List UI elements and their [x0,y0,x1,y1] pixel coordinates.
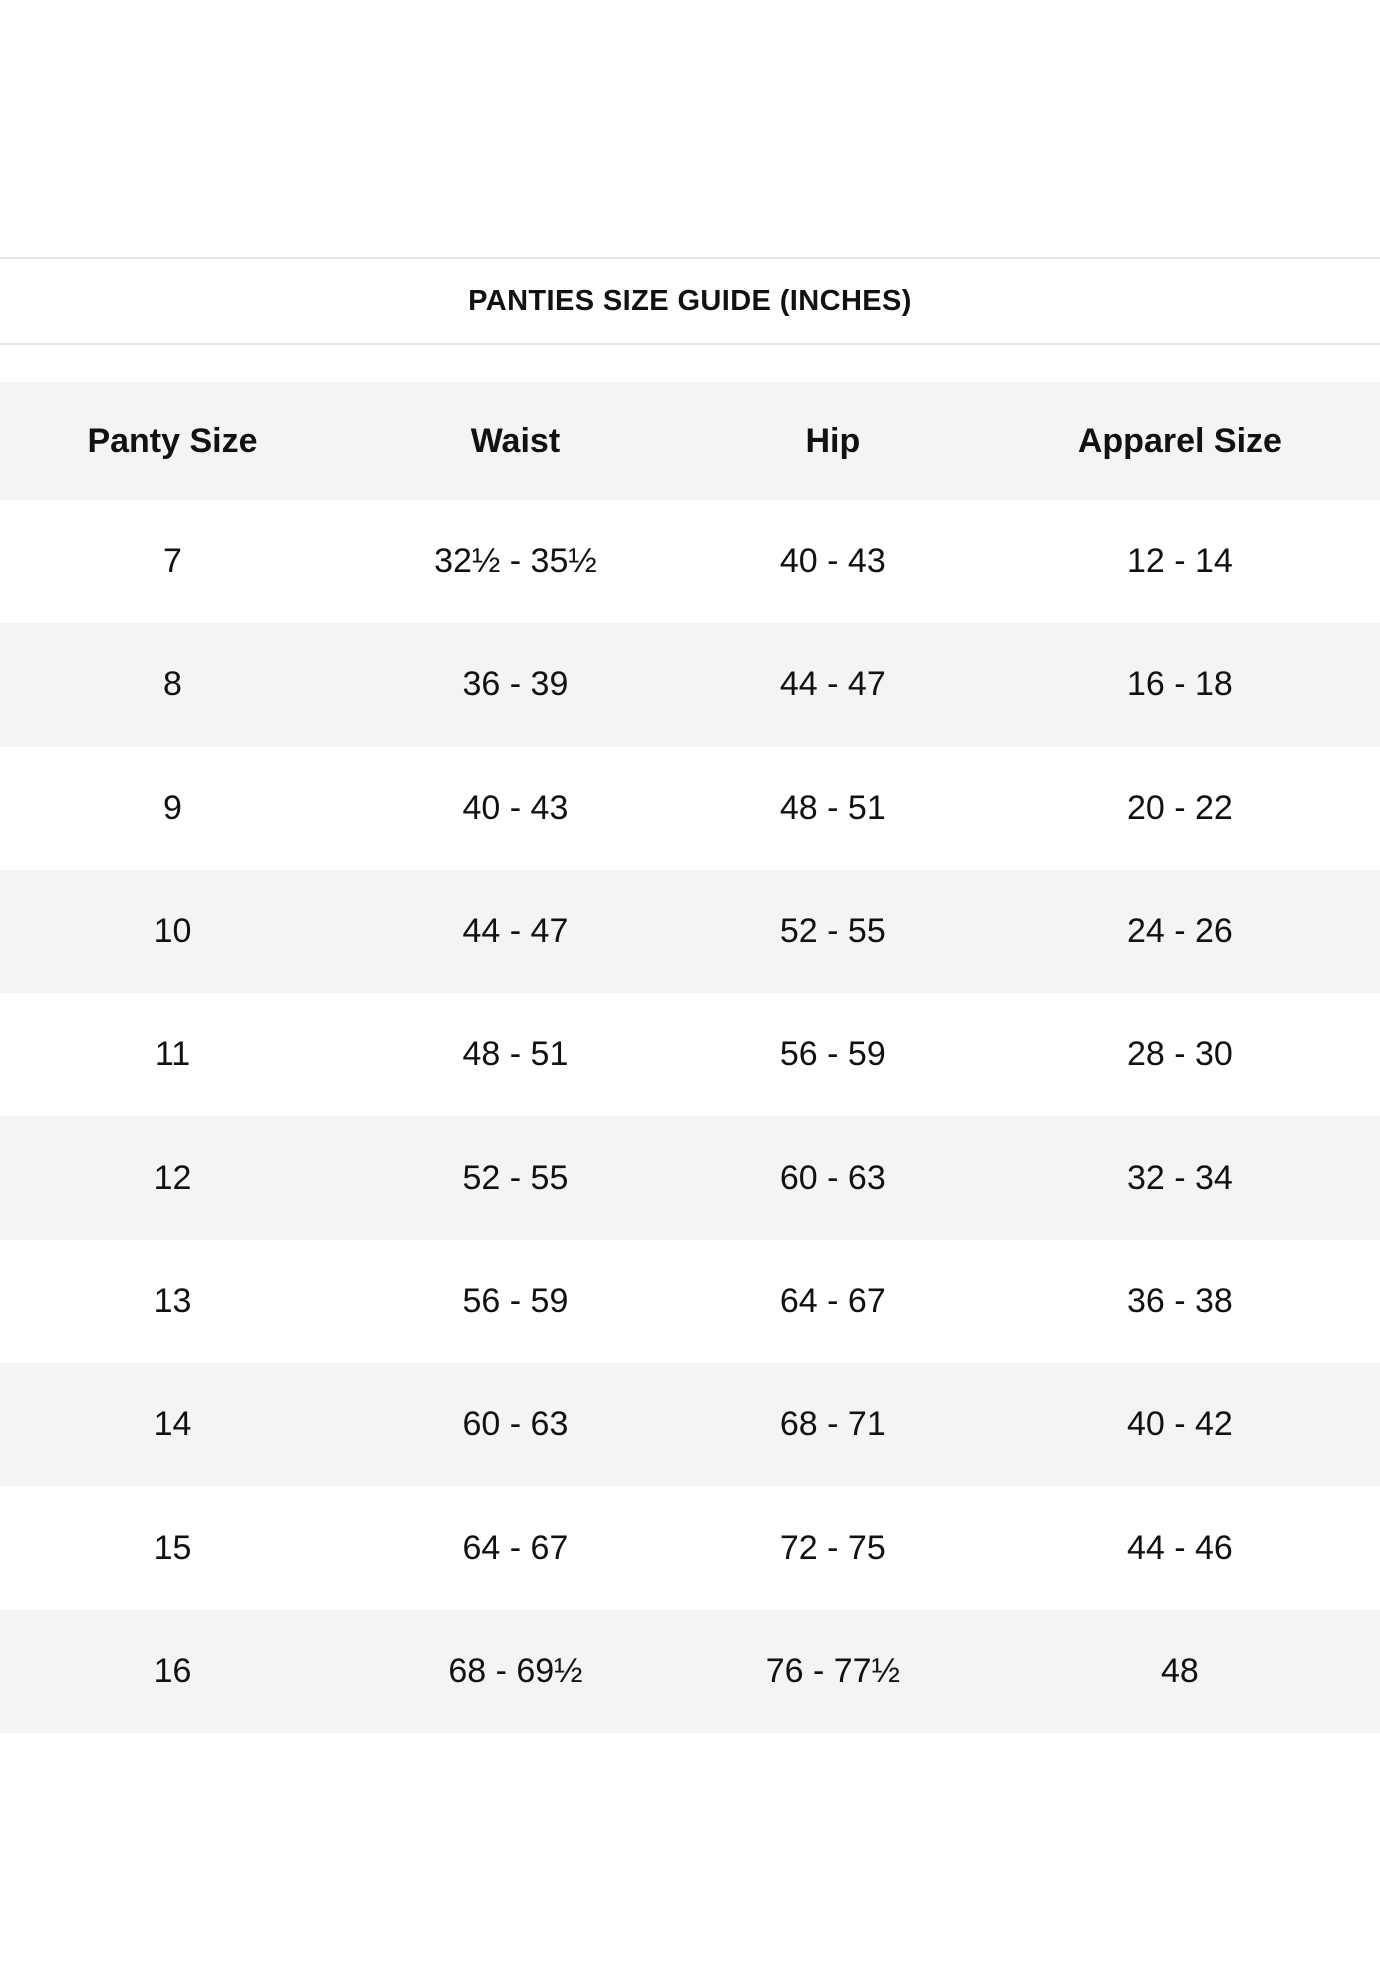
cell-apparel-size: 44 - 46 [979,1486,1380,1610]
cell-waist: 68 - 69½ [345,1609,686,1733]
cell-panty-size: 11 [0,993,345,1117]
cell-panty-size: 7 [0,500,345,624]
table-row: 8 36 - 39 44 - 47 16 - 18 [0,623,1380,747]
cell-apparel-size: 32 - 34 [979,1116,1380,1240]
cell-hip: 44 - 47 [685,623,980,747]
cell-panty-size: 13 [0,1239,345,1364]
divider-below-title [0,343,1380,345]
cell-hip: 60 - 63 [685,1116,980,1240]
cell-waist: 44 - 47 [345,869,686,994]
table-row: 14 60 - 63 68 - 71 40 - 42 [0,1363,1380,1487]
cell-apparel-size: 24 - 26 [979,869,1380,994]
cell-panty-size: 12 [0,1116,345,1240]
cell-apparel-size: 36 - 38 [979,1239,1380,1364]
cell-hip: 52 - 55 [685,869,980,994]
table-row: 16 68 - 69½ 76 - 77½ 48 [0,1609,1380,1733]
table-body: 7 32½ - 35½ 40 - 43 12 - 14 8 36 - 39 44 - 47 1… [0,500,1380,1733]
column-header-waist: Waist [345,382,686,500]
column-header-panty-size: Panty Size [0,382,345,500]
cell-apparel-size: 48 [979,1609,1380,1733]
cell-hip: 64 - 67 [685,1239,980,1364]
cell-panty-size: 8 [0,623,345,747]
cell-apparel-size: 28 - 30 [979,993,1380,1117]
cell-panty-size: 15 [0,1486,345,1610]
cell-apparel-size: 16 - 18 [979,623,1380,747]
cell-apparel-size: 20 - 22 [979,746,1380,870]
top-whitespace [0,0,1380,257]
cell-waist: 36 - 39 [345,623,686,747]
cell-panty-size: 14 [0,1363,345,1487]
cell-apparel-size: 40 - 42 [979,1363,1380,1487]
cell-waist: 64 - 67 [345,1486,686,1610]
cell-waist: 40 - 43 [345,746,686,870]
table-row: 7 32½ - 35½ 40 - 43 12 - 14 [0,500,1380,624]
table-row: 11 48 - 51 56 - 59 28 - 30 [0,993,1380,1117]
cell-waist: 60 - 63 [345,1363,686,1487]
cell-waist: 48 - 51 [345,993,686,1117]
cell-hip: 48 - 51 [685,746,980,870]
table-row: 15 64 - 67 72 - 75 44 - 46 [0,1486,1380,1610]
table-row: 9 40 - 43 48 - 51 20 - 22 [0,746,1380,870]
table-row: 12 52 - 55 60 - 63 32 - 34 [0,1116,1380,1240]
column-header-apparel-size: Apparel Size [979,382,1380,500]
cell-hip: 72 - 75 [685,1486,980,1610]
cell-panty-size: 10 [0,869,345,994]
table-header-row: Panty Size Waist Hip Apparel Size [0,382,1380,500]
gap-before-table [0,345,1380,382]
cell-hip: 40 - 43 [685,500,980,624]
cell-panty-size: 9 [0,746,345,870]
cell-waist: 56 - 59 [345,1239,686,1364]
divider-above-title [0,257,1380,259]
page-title: PANTIES SIZE GUIDE (INCHES) [468,284,912,317]
cell-waist: 32½ - 35½ [345,500,686,624]
cell-hip: 76 - 77½ [685,1609,980,1733]
cell-hip: 56 - 59 [685,993,980,1117]
cell-apparel-size: 12 - 14 [979,500,1380,624]
column-header-hip: Hip [685,382,980,500]
cell-hip: 68 - 71 [685,1363,980,1487]
size-guide-table: Panty Size Waist Hip Apparel Size 7 32½ -… [0,382,1380,1733]
title-bar: PANTIES SIZE GUIDE (INCHES) [0,259,1380,343]
table-row: 13 56 - 59 64 - 67 36 - 38 [0,1239,1380,1364]
cell-panty-size: 16 [0,1609,345,1733]
table-row: 10 44 - 47 52 - 55 24 - 26 [0,869,1380,994]
cell-waist: 52 - 55 [345,1116,686,1240]
table-header: Panty Size Waist Hip Apparel Size [0,382,1380,500]
